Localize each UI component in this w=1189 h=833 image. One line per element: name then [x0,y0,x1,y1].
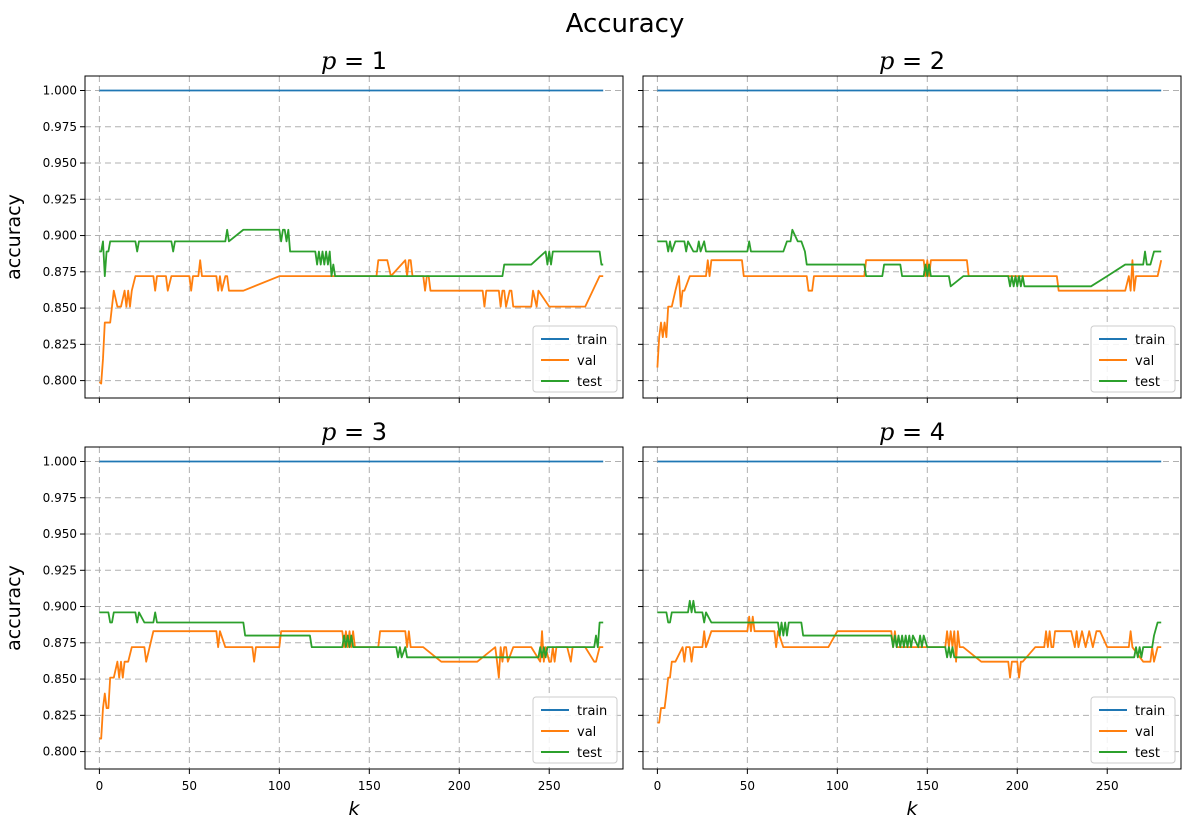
legend-label-val: val [577,354,596,369]
x-tick-label: 200 [1006,779,1029,793]
legend: train val test [532,696,618,764]
axes-frame [84,446,624,770]
legend-label-test: test [577,746,602,761]
x-tick-label: 50 [182,779,197,793]
subplot-title: p = 4 [879,418,945,446]
y-tick-label: 0.925 [43,192,77,206]
series-line-val [656,259,1163,368]
y-tick-label: 0.800 [43,374,77,388]
y-tick-label: 0.975 [43,120,77,134]
legend-box [532,325,618,393]
legend: train val test [1090,696,1176,764]
subplot-3: 0 50 100 150 200 250 0.800 0.825 0.850 0.875 0.900… [3,418,624,820]
legend-label-test: test [1135,375,1160,390]
y-tick-label: 0.950 [43,527,77,541]
axes-frame [84,75,624,399]
legend-label-val: val [1135,354,1154,369]
legend: train val test [1090,325,1176,393]
y-tick-label: 0.850 [43,301,77,315]
legend-box [1090,325,1176,393]
y-tick-label: 0.975 [43,491,77,505]
x-tick-label: 250 [538,779,561,793]
legend-label-train: train [1135,704,1165,719]
legend-label-train: train [1135,333,1165,348]
legend-label-train: train [577,704,607,719]
y-axis-label: accuracy [3,194,25,280]
y-tick-label: 1.000 [43,455,77,469]
figure-title: Accuracy [566,9,685,39]
x-tick-label: 200 [448,779,471,793]
x-tick-label: 150 [916,779,939,793]
x-tick-label: 250 [1096,779,1119,793]
y-tick-label: 0.825 [43,337,77,351]
y-tick-label: 0.900 [43,600,77,614]
y-tick-label: 0.875 [43,636,77,650]
legend-label-test: test [1135,746,1160,761]
legend: train val test [532,325,618,393]
subplot-title: p = 3 [321,418,387,446]
legend-label-test: test [577,375,602,390]
legend-box [532,696,618,764]
series-line-test [657,228,1162,288]
y-tick-label: 0.850 [43,672,77,686]
x-tick-label: 50 [740,779,755,793]
y-tick-label: 0.875 [43,265,77,279]
legend-label-val: val [1135,725,1154,740]
y-tick-label: 0.825 [43,708,77,722]
legend-label-train: train [577,333,607,348]
subplot-1: 0.800 0.825 0.850 0.875 0.900 0.925 0.950 0.975… [3,47,624,403]
y-tick-label: 0.925 [43,563,77,577]
legend-box [1090,696,1176,764]
subplot-title: p = 2 [879,47,945,75]
axes-frame [642,446,1182,770]
subplot-2: p = 2 train val test [638,47,1182,403]
x-tick-label: 0 [654,779,662,793]
subplot-4: 0 50 100 150 200 250 p = 4 k train val test [638,418,1182,820]
series-line-val [657,615,1162,724]
x-axis-label: k [348,798,360,820]
x-tick-label: 150 [358,779,381,793]
x-tick-label: 100 [268,779,291,793]
axes-frame [642,75,1182,399]
x-axis-label: k [906,798,918,820]
subplot-title: p = 1 [321,47,387,75]
y-tick-label: 0.950 [43,156,77,170]
x-tick-label: 0 [96,779,104,793]
y-tick-label: 1.000 [43,84,77,98]
series-line-test [99,611,604,659]
y-axis-label: accuracy [3,565,25,651]
series-line-test [657,599,1162,659]
y-tick-label: 0.900 [43,229,77,243]
legend-label-val: val [577,725,596,740]
y-tick-label: 0.800 [43,745,77,759]
x-tick-label: 100 [826,779,849,793]
series-line-test [99,228,604,278]
